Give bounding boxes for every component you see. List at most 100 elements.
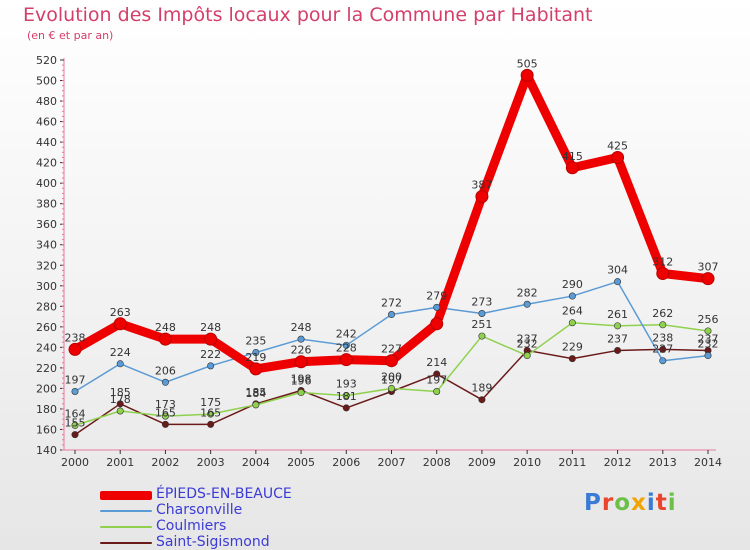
data-point (68, 342, 82, 356)
x-tick-label: 2014 (694, 456, 722, 469)
y-tick-label: 220 (36, 362, 57, 375)
data-label: 261 (607, 308, 628, 321)
data-label: 272 (381, 297, 402, 310)
y-tick-label: 360 (36, 218, 57, 231)
data-point (252, 401, 260, 409)
data-label: 214 (426, 356, 447, 369)
legend-label: Charsonville (156, 502, 243, 518)
data-label: 181 (336, 390, 357, 403)
data-point (659, 345, 667, 353)
legend-item: Coulmiers (100, 518, 360, 534)
data-label: 273 (471, 296, 492, 309)
data-label: 232 (517, 338, 538, 351)
data-label: 196 (291, 375, 312, 388)
logo-letter: r (601, 490, 615, 516)
data-point (568, 355, 576, 363)
data-label: 282 (517, 286, 538, 299)
data-label: 312 (652, 255, 673, 268)
data-label: 165 (200, 406, 221, 419)
data-label: 185 (110, 386, 131, 399)
data-label: 415 (562, 150, 583, 163)
data-label: 387 (471, 179, 492, 192)
data-label: 227 (381, 343, 402, 356)
data-label: 262 (652, 307, 673, 320)
data-label: 197 (426, 374, 447, 387)
data-point (614, 278, 622, 286)
data-label: 219 (245, 351, 266, 364)
data-label: 242 (336, 327, 357, 340)
brand-logo: Proxiti (584, 490, 677, 516)
x-tick-label: 2006 (332, 456, 360, 469)
data-label: 193 (336, 378, 357, 391)
data-label: 197 (381, 374, 402, 387)
data-point (387, 384, 395, 392)
data-label: 307 (698, 261, 719, 274)
data-label: 237 (698, 332, 719, 345)
data-point (520, 68, 534, 82)
data-label: 425 (607, 140, 628, 153)
data-label: 165 (155, 406, 176, 419)
legend-item: ÉPIEDS-EN-BEAUCE (100, 486, 360, 502)
data-point (523, 352, 531, 360)
data-point (161, 378, 169, 386)
data-label: 235 (245, 335, 266, 348)
data-label: 200 (381, 370, 402, 383)
data-point (611, 151, 625, 164)
data-label: 238 (65, 331, 86, 344)
data-label: 248 (155, 321, 176, 334)
data-label: 185 (245, 386, 266, 399)
y-tick-label: 280 (36, 300, 57, 313)
y-tick-label: 500 (36, 75, 57, 88)
data-label: 229 (562, 341, 583, 354)
data-label: 256 (698, 313, 719, 326)
data-label: 264 (562, 305, 583, 318)
x-tick-label: 2005 (287, 456, 315, 469)
data-label: 227 (652, 343, 673, 356)
data-point (568, 319, 576, 327)
data-point (207, 410, 215, 418)
data-point (71, 431, 79, 439)
y-tick-label: 200 (36, 382, 57, 395)
x-tick-label: 2010 (513, 456, 541, 469)
data-point (71, 387, 79, 395)
x-tick-label: 2001 (106, 456, 134, 469)
legend-label: Saint-Sigismond (156, 534, 270, 550)
data-point (704, 327, 712, 335)
data-point (116, 407, 124, 415)
x-tick-label: 2004 (242, 456, 270, 469)
legend-item: Charsonville (100, 502, 360, 518)
data-point (433, 303, 441, 311)
data-point (342, 404, 350, 412)
data-point (614, 322, 622, 330)
y-tick-label: 400 (36, 177, 57, 190)
y-tick-label: 380 (36, 198, 57, 211)
data-label: 304 (607, 264, 628, 277)
y-tick-label: 420 (36, 157, 57, 170)
data-point (430, 317, 444, 331)
data-point (565, 161, 579, 175)
y-tick-label: 260 (36, 321, 57, 334)
data-point (204, 332, 218, 346)
data-label: 198 (291, 372, 312, 385)
y-tick-label: 460 (36, 116, 57, 129)
logo-letter: i (667, 490, 677, 516)
legend-label: Coulmiers (156, 518, 227, 534)
data-point (249, 362, 263, 376)
legend-swatch (100, 491, 152, 500)
data-point (297, 335, 305, 343)
x-tick-label: 2012 (604, 456, 632, 469)
data-label: 222 (200, 348, 221, 361)
data-label: 290 (562, 278, 583, 291)
x-tick-label: 2013 (649, 456, 677, 469)
data-point (161, 420, 169, 428)
data-label: 238 (652, 331, 673, 344)
data-label: 237 (607, 332, 628, 345)
y-tick-label: 240 (36, 341, 57, 354)
chart-subtitle: (en € et par an) (27, 29, 114, 42)
x-tick-label: 2000 (61, 456, 89, 469)
data-point (158, 332, 172, 346)
chart-axes: 140 160 180 200 220 240 260 280 300 320 340 360 380 4… (36, 54, 722, 469)
data-point (568, 292, 576, 300)
data-point (207, 420, 215, 428)
data-point (523, 300, 531, 308)
